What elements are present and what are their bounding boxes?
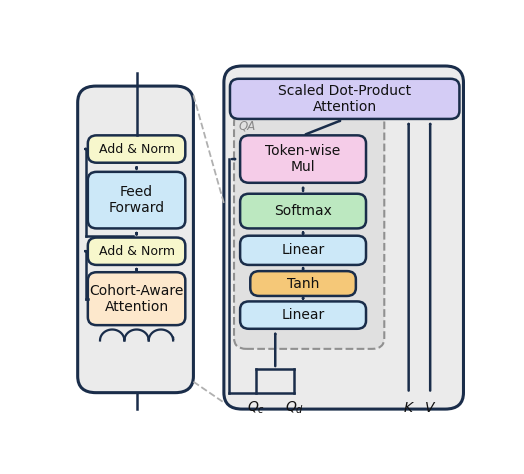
FancyBboxPatch shape bbox=[224, 66, 463, 409]
FancyBboxPatch shape bbox=[240, 236, 366, 265]
FancyBboxPatch shape bbox=[78, 86, 193, 392]
FancyBboxPatch shape bbox=[88, 136, 185, 163]
Text: Linear: Linear bbox=[281, 308, 325, 322]
FancyBboxPatch shape bbox=[230, 79, 460, 119]
Text: Token-wise
Mul: Token-wise Mul bbox=[266, 144, 341, 174]
Text: Tanh: Tanh bbox=[287, 276, 319, 291]
FancyBboxPatch shape bbox=[240, 136, 366, 183]
FancyBboxPatch shape bbox=[240, 301, 366, 329]
Text: Softmax: Softmax bbox=[274, 204, 332, 218]
FancyBboxPatch shape bbox=[250, 271, 356, 296]
Text: Linear: Linear bbox=[281, 243, 325, 257]
Text: Add & Norm: Add & Norm bbox=[99, 245, 174, 258]
FancyBboxPatch shape bbox=[88, 172, 185, 228]
Text: $V$: $V$ bbox=[424, 401, 436, 415]
Text: QA: QA bbox=[239, 119, 256, 133]
FancyBboxPatch shape bbox=[88, 272, 185, 325]
Text: Cohort-Aware
Attention: Cohort-Aware Attention bbox=[90, 283, 184, 314]
Text: Add & Norm: Add & Norm bbox=[99, 143, 174, 155]
FancyBboxPatch shape bbox=[240, 194, 366, 228]
Text: $Q_c$: $Q_c$ bbox=[247, 400, 266, 416]
Text: Scaled Dot-Product
Attention: Scaled Dot-Product Attention bbox=[278, 84, 411, 114]
Text: Feed
Forward: Feed Forward bbox=[108, 185, 165, 215]
FancyBboxPatch shape bbox=[88, 237, 185, 265]
Text: $K$: $K$ bbox=[402, 401, 414, 415]
Text: $Q_d$: $Q_d$ bbox=[285, 400, 304, 416]
FancyBboxPatch shape bbox=[234, 111, 384, 349]
